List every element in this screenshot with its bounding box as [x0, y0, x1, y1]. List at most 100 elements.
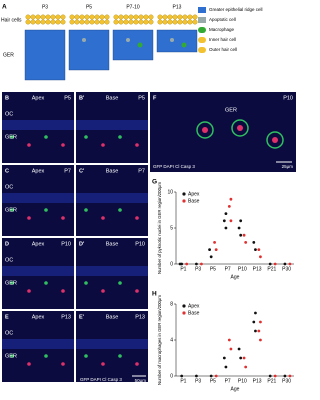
hair-cell	[177, 19, 183, 25]
stained-cell	[118, 135, 122, 139]
stained-cell	[44, 354, 48, 358]
legend-icon	[198, 7, 206, 13]
ger-cells	[24, 29, 66, 81]
legend-text: Outer hair cell	[209, 47, 237, 52]
stained-cell	[231, 119, 249, 137]
hair-cell	[182, 14, 188, 20]
data-point	[224, 365, 228, 369]
data-point	[195, 374, 198, 378]
stained-cell	[135, 362, 139, 366]
hair-cell	[25, 19, 31, 25]
hair-cell	[60, 14, 66, 20]
stain-label: GFP DAPI Cl Casp 3	[153, 164, 195, 169]
region-oc: OC	[5, 330, 13, 336]
hair-cell	[69, 14, 75, 20]
hair-cell	[55, 19, 61, 25]
stained-cell	[135, 143, 139, 147]
hair-cell	[167, 14, 173, 20]
legend-text: Base	[188, 310, 200, 316]
data-point	[259, 320, 262, 324]
data-point	[227, 338, 231, 342]
hair-cell	[118, 19, 124, 25]
hair-cell	[35, 19, 41, 25]
legend-marker	[182, 304, 186, 308]
stained-cell	[27, 362, 31, 366]
data-point	[237, 347, 241, 351]
y-tick-label: 5	[170, 225, 173, 231]
stained-cell	[61, 216, 65, 220]
x-tick-label: P13	[253, 266, 262, 272]
hair-cell	[50, 14, 56, 20]
data-point	[268, 374, 272, 378]
stained-cell	[118, 281, 122, 285]
macrophage	[137, 42, 143, 48]
stained-cell	[44, 135, 48, 139]
hair-cell	[79, 19, 85, 25]
region-ger: GER	[5, 134, 17, 140]
stained-cell	[202, 127, 208, 133]
panel-label: H	[152, 291, 157, 298]
hair-cell	[148, 19, 154, 25]
hair-cell	[128, 19, 134, 25]
stained-cell	[272, 137, 278, 143]
hair-cell	[148, 14, 154, 20]
stain-label: GFP DAPI Cl Casp 3	[80, 377, 122, 382]
stained-cell	[118, 208, 122, 212]
stained-cell	[84, 354, 88, 358]
hair-cell	[143, 14, 149, 20]
tissue-band	[76, 120, 148, 130]
panel-label: C'	[79, 168, 85, 174]
data-point	[283, 262, 287, 266]
hair-cell	[133, 19, 139, 25]
hair-cell	[162, 14, 168, 20]
stained-cell	[10, 135, 14, 139]
hair-cell	[99, 19, 105, 25]
hair-cell	[192, 19, 198, 25]
age-label: P13	[61, 314, 71, 320]
region-ger: GER	[5, 353, 17, 359]
x-tick-label: P3	[195, 378, 201, 384]
region-label: Apex	[32, 168, 45, 174]
stained-cell	[10, 208, 14, 212]
data-point	[195, 262, 198, 266]
region-label: Apex	[32, 95, 45, 101]
data-point	[244, 241, 248, 244]
hair-cell	[133, 14, 139, 20]
x-tick-label: P1	[180, 378, 186, 384]
data-point	[254, 248, 257, 252]
hair-cell	[104, 14, 110, 20]
hair-cell	[99, 14, 105, 20]
age-label: P10	[135, 241, 145, 247]
data-point	[237, 226, 241, 230]
legend-text: Base	[188, 198, 200, 204]
data-point	[229, 197, 233, 201]
data-point	[224, 226, 228, 230]
x-axis-label: Age	[231, 386, 240, 392]
data-point	[224, 212, 228, 216]
tissue-band	[76, 193, 148, 203]
stained-cell	[27, 289, 31, 293]
data-point	[227, 205, 231, 208]
x-tick-label: P7	[225, 378, 231, 384]
scale-label: 50μm	[135, 378, 147, 383]
legend-icon	[198, 37, 206, 43]
stained-cell	[61, 143, 65, 147]
stained-cell	[196, 121, 214, 139]
age-label: P13	[135, 314, 145, 320]
data-point	[222, 219, 226, 223]
panel-label: D	[5, 241, 9, 247]
stained-cell	[10, 281, 14, 285]
data-point	[229, 219, 233, 223]
tissue-band	[2, 339, 74, 349]
hair-cell	[182, 19, 188, 25]
region-label: Apex	[32, 314, 45, 320]
hair-cell	[172, 19, 178, 25]
y-axis-label: Number of pyknotic nuclei in GER region/…	[157, 182, 162, 274]
legend-icon	[198, 17, 206, 23]
region-label: Base	[106, 314, 119, 320]
x-tick-label: P21	[267, 378, 276, 384]
data-point	[242, 233, 246, 237]
region-label: Base	[106, 95, 119, 101]
panel-label: G	[152, 179, 157, 186]
data-point	[283, 374, 287, 378]
